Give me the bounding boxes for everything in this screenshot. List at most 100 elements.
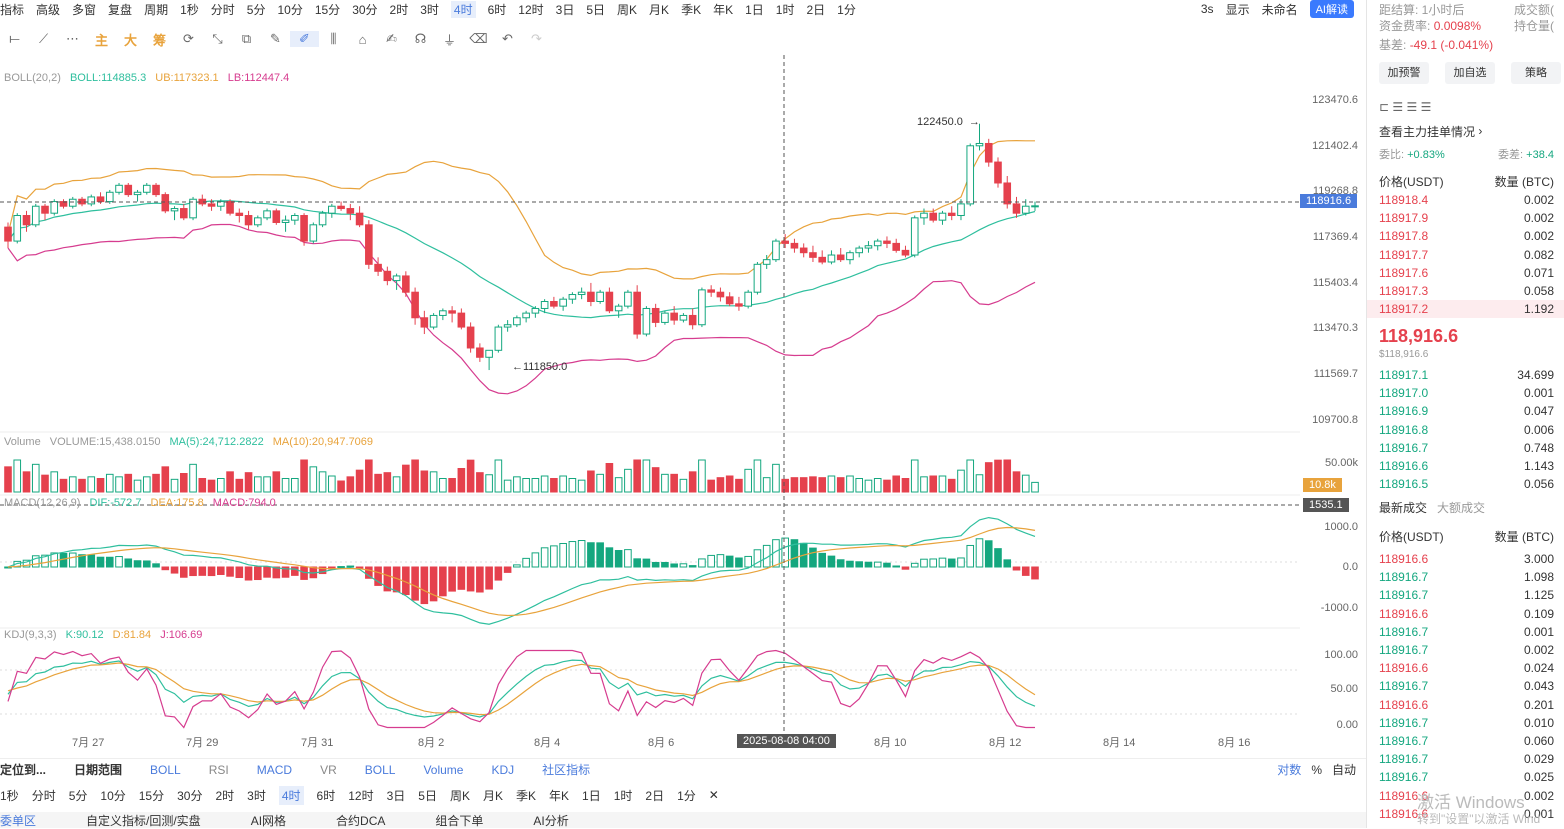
measure-icon[interactable]: ⤡ — [212, 31, 223, 46]
trades-row[interactable]: 118916.6 0.024 — [1379, 659, 1554, 677]
asks-row[interactable]: 118917.3 0.058 — [1379, 282, 1554, 300]
line-tool-icon[interactable]: ⟝ — [9, 31, 20, 46]
toolbar-item-8[interactable]: 10分 — [277, 2, 303, 17]
trash-icon[interactable]: ⌫ — [469, 31, 488, 46]
period-tab-14[interactable]: 月K — [482, 788, 503, 803]
toolbar-item-1[interactable]: 高级 — [36, 2, 61, 17]
period-tab-13[interactable]: 周K — [449, 788, 470, 803]
compare-icon[interactable]: ⫼ — [330, 31, 337, 46]
period-tab-0[interactable]: 1秒 — [0, 788, 19, 803]
indicator-tab-7[interactable]: 社区指标 — [542, 763, 591, 777]
period-tab-4[interactable]: 15分 — [138, 788, 165, 803]
brush-icon[interactable]: ✐ — [290, 31, 319, 47]
toolbar-item-23[interactable]: 1时 — [775, 2, 795, 17]
trades-row[interactable]: 118916.7 0.029 — [1379, 750, 1554, 768]
bids-row[interactable]: 118916.6 1.143 — [1379, 457, 1554, 475]
toolbar-right-2[interactable]: 未命名 — [1261, 2, 1298, 17]
indicator-tab-4[interactable]: BOLL — [364, 762, 396, 777]
main-force-button[interactable]: 主 — [94, 32, 108, 48]
trades-row[interactable]: 118916.6 0.002 — [1379, 787, 1554, 805]
period-tab-2[interactable]: 5分 — [68, 788, 88, 803]
bids-row[interactable]: 118916.7 0.748 — [1379, 439, 1554, 457]
toolbar-item-6[interactable]: 分时 — [210, 2, 235, 17]
indicator-tab-3[interactable]: VR — [320, 762, 337, 777]
toolbar-item-21[interactable]: 年K — [713, 2, 734, 17]
period-tab-5[interactable]: 30分 — [177, 788, 203, 803]
more-tool-icon[interactable]: ⋯ — [66, 31, 79, 46]
close-icon[interactable]: ✕ — [708, 788, 719, 802]
toolbar-item-24[interactable]: 2日 — [806, 2, 826, 17]
toolbar-item-11[interactable]: 2时 — [389, 2, 409, 17]
toolbar-item-25[interactable]: 1分 — [837, 2, 856, 17]
filter-icon[interactable]: ⏚ — [442, 32, 456, 48]
chart-canvas[interactable] — [0, 55, 1366, 755]
period-tab-7[interactable]: 3时 — [247, 788, 266, 803]
copy-icon[interactable]: ⧉ — [241, 31, 252, 46]
scale-option-2[interactable]: 自动 — [1331, 763, 1356, 777]
bids-row[interactable]: 118917.1 34.699 — [1379, 366, 1554, 384]
toolbar-item-7[interactable]: 5分 — [246, 2, 266, 17]
period-tab-3[interactable]: 10分 — [100, 788, 126, 803]
trades-row[interactable]: 118916.7 0.002 — [1379, 641, 1554, 659]
period-tab-12[interactable]: 5日 — [418, 788, 437, 803]
toolbar-item-12[interactable]: 3时 — [420, 2, 439, 17]
trades-row[interactable]: 118916.6 0.201 — [1379, 696, 1554, 714]
toolbar-item-10[interactable]: 30分 — [352, 2, 378, 17]
bids-row[interactable]: 118916.8 0.006 — [1379, 421, 1554, 439]
trades-row[interactable]: 118916.7 0.060 — [1379, 732, 1554, 750]
period-tab-19[interactable]: 2日 — [645, 788, 665, 803]
period-tab-16[interactable]: 年K — [549, 788, 570, 803]
period-tab-1[interactable]: 分时 — [31, 788, 56, 803]
footer-tab-4[interactable]: 组合下单 — [435, 813, 484, 828]
trend-tool-icon[interactable]: ⟋ — [38, 31, 49, 46]
date-range-button[interactable]: 日期范围 — [74, 763, 123, 777]
period-tab-15[interactable]: 季K — [515, 788, 536, 803]
magnet-icon[interactable]: ☊ — [414, 31, 427, 46]
trades-row[interactable]: 118916.7 0.043 — [1379, 677, 1554, 695]
indicator-tab-5[interactable]: Volume — [423, 762, 464, 777]
trades-row[interactable]: 118916.6 0.109 — [1379, 605, 1554, 623]
bids-row[interactable]: 118917.0 0.001 — [1379, 384, 1554, 402]
pencil-icon[interactable]: ✎ — [270, 31, 281, 46]
trades-row[interactable]: 118916.7 0.025 — [1379, 768, 1554, 786]
trades-row[interactable]: 118916.6 3.000 — [1379, 550, 1554, 568]
period-tab-6[interactable]: 2时 — [215, 788, 235, 803]
trades-row[interactable]: 118916.6 0.001 — [1379, 805, 1554, 823]
scale-option-0[interactable]: 对数 — [1277, 763, 1302, 777]
toolbar-item-15[interactable]: 12时 — [518, 2, 544, 17]
add-alert-button[interactable]: 加预警 — [1379, 62, 1429, 84]
edit-icon[interactable]: ✍ — [386, 31, 397, 46]
period-tab-17[interactable]: 1日 — [582, 788, 601, 803]
trades-tab[interactable]: 最新成交 — [1379, 500, 1428, 515]
period-tab-9[interactable]: 6时 — [316, 788, 336, 803]
trades-row[interactable]: 118916.7 0.010 — [1379, 714, 1554, 732]
period-tab-11[interactable]: 3日 — [386, 788, 406, 803]
period-tab-20[interactable]: 1分 — [677, 788, 696, 803]
trades-row[interactable]: 118916.7 1.098 — [1379, 568, 1554, 586]
footer-tab-5[interactable]: AI分析 — [533, 813, 569, 828]
strategy-button[interactable]: 策略 — [1511, 62, 1561, 84]
footer-tab-2[interactable]: AI网格 — [250, 813, 287, 828]
undo-icon[interactable]: ↶ — [502, 31, 513, 46]
toolbar-item-0[interactable]: 指标 — [0, 2, 25, 17]
toolbar-item-16[interactable]: 3日 — [555, 2, 575, 17]
footer-tab-3[interactable]: 合约DCA — [336, 813, 386, 828]
period-tab-8[interactable]: 4时 — [278, 785, 304, 805]
depth-title[interactable]: 查看主力挂单情况 — [1379, 124, 1476, 139]
add-watch-button[interactable]: 加自选 — [1445, 62, 1495, 84]
asks-row[interactable]: 118917.2 1.192 — [1367, 300, 1564, 319]
toolbar-item-4[interactable]: 周期 — [144, 2, 169, 17]
trades-row[interactable]: 118916.7 0.001 — [1379, 623, 1554, 641]
locate-button[interactable]: 定位到... — [0, 763, 47, 777]
footer-tab-0[interactable]: 委单区 — [0, 813, 37, 828]
period-tab-18[interactable]: 1时 — [613, 788, 633, 803]
toolbar-item-9[interactable]: 15分 — [314, 2, 341, 17]
asks-row[interactable]: 118917.9 0.002 — [1379, 209, 1554, 227]
asks-row[interactable]: 118918.4 0.002 — [1379, 191, 1554, 209]
toolbar-item-20[interactable]: 季K — [681, 2, 702, 17]
indicator-tab-2[interactable]: MACD — [256, 762, 293, 777]
toolbar-item-14[interactable]: 6时 — [487, 2, 507, 17]
bids-row[interactable]: 118916.5 0.056 — [1379, 475, 1554, 493]
toolbar-right-3[interactable]: AI解读 — [1309, 0, 1354, 18]
indicator-tab-1[interactable]: RSI — [208, 762, 229, 777]
